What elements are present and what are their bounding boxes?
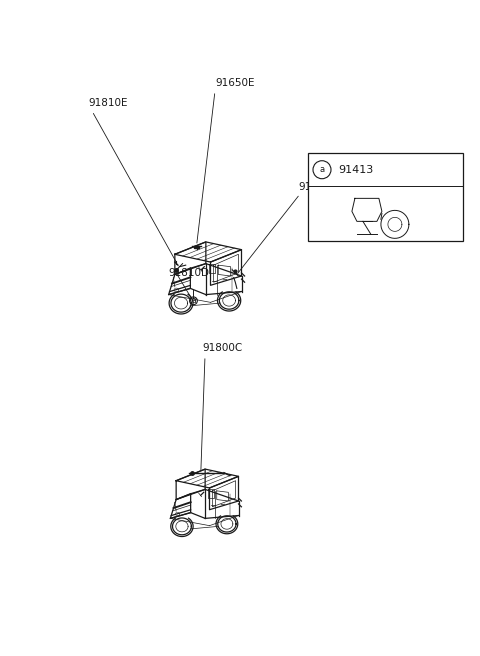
Text: a: a [319,165,324,174]
Text: 91810D: 91810D [168,268,209,278]
Text: 91800C: 91800C [202,343,242,353]
Text: a: a [191,297,196,305]
Bar [308,153,463,241]
Text: 91650D: 91650D [298,182,339,192]
Text: 91413: 91413 [338,165,373,174]
Text: 91650E: 91650E [215,78,254,88]
Text: 91810E: 91810E [88,98,128,108]
